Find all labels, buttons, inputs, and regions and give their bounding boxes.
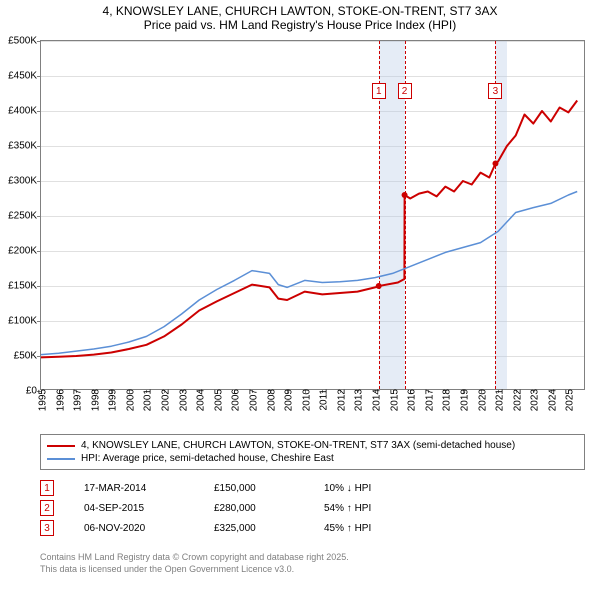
y-axis-label: £100K [8,316,41,327]
event-date: 17-MAR-2014 [84,483,214,494]
event-row: 3 06-NOV-2020£325,00045% ↑ HPI [40,518,424,538]
legend-label: 4, KNOWSLEY LANE, CHURCH LAWTON, STOKE-O… [81,440,515,451]
x-axis-label: 2015 [385,389,400,411]
sale-point [376,283,382,289]
x-axis-label: 2022 [508,389,523,411]
event-row: 2 04-SEP-2015£280,00054% ↑ HPI [40,498,424,518]
y-axis-label: £50K [14,351,41,362]
x-axis-label: 2020 [473,389,488,411]
event-price: £325,000 [214,523,324,534]
event-row: 1 17-MAR-2014£150,00010% ↓ HPI [40,478,424,498]
x-axis-label: 2008 [262,389,277,411]
x-axis-label: 2000 [121,389,136,411]
y-axis-label: £450K [8,71,41,82]
event-date: 04-SEP-2015 [84,503,214,514]
event-diff: 54% ↑ HPI [324,503,424,514]
series-hpi [41,192,577,355]
x-axis-label: 2013 [350,389,365,411]
sale-point [492,161,498,167]
x-axis-label: 1997 [69,389,84,411]
y-axis-label: £350K [8,141,41,152]
x-axis-label: 2002 [157,389,172,411]
x-axis-label: 2003 [174,389,189,411]
x-axis-label: 1995 [34,389,49,411]
legend-item: HPI: Average price, semi-detached house,… [47,452,578,465]
x-axis-label: 2019 [455,389,470,411]
x-axis-label: 1996 [51,389,66,411]
x-axis-label: 2023 [526,389,541,411]
event-index: 1 [40,480,54,496]
y-axis-label: £400K [8,106,41,117]
legend-swatch [47,445,75,447]
event-diff: 10% ↓ HPI [324,483,424,494]
legend-item: 4, KNOWSLEY LANE, CHURCH LAWTON, STOKE-O… [47,439,578,452]
chart-plot-area: £0£50K£100K£150K£200K£250K£300K£350K£400… [40,40,585,390]
y-axis-label: £500K [8,36,41,47]
x-axis-label: 2006 [227,389,242,411]
x-axis-label: 2025 [561,389,576,411]
series-price-paid [41,101,577,358]
chart-title-line1: 4, KNOWSLEY LANE, CHURCH LAWTON, STOKE-O… [0,0,600,18]
x-axis-label: 2018 [438,389,453,411]
legend-swatch [47,458,75,460]
y-axis-label: £300K [8,176,41,187]
y-axis-label: £200K [8,246,41,257]
event-price: £280,000 [214,503,324,514]
sale-point [402,192,408,198]
legend: 4, KNOWSLEY LANE, CHURCH LAWTON, STOKE-O… [40,434,585,470]
x-axis-label: 2005 [209,389,224,411]
x-axis-label: 2017 [420,389,435,411]
x-axis-label: 2014 [368,389,383,411]
footnote-line1: Contains HM Land Registry data © Crown c… [40,552,349,564]
y-axis-label: £150K [8,281,41,292]
x-axis-label: 2009 [280,389,295,411]
event-price: £150,000 [214,483,324,494]
legend-label: HPI: Average price, semi-detached house,… [81,453,334,464]
event-diff: 45% ↑ HPI [324,523,424,534]
x-axis-label: 1999 [104,389,119,411]
event-index: 3 [40,520,54,536]
x-axis-label: 1998 [86,389,101,411]
y-axis-label: £250K [8,211,41,222]
footnote-line2: This data is licensed under the Open Gov… [40,564,349,576]
x-axis-label: 2007 [244,389,259,411]
chart-title-line2: Price paid vs. HM Land Registry's House … [0,18,600,32]
events-table: 1 17-MAR-2014£150,00010% ↓ HPI 2 04-SEP-201… [40,478,424,538]
x-axis-label: 2010 [297,389,312,411]
x-axis-label: 2021 [491,389,506,411]
event-date: 06-NOV-2020 [84,523,214,534]
footnote: Contains HM Land Registry data © Crown c… [40,552,349,575]
x-axis-label: 2001 [139,389,154,411]
x-axis-label: 2012 [332,389,347,411]
x-axis-label: 2004 [192,389,207,411]
x-axis-label: 2011 [315,389,330,411]
x-axis-label: 2024 [543,389,558,411]
event-index: 2 [40,500,54,516]
x-axis-label: 2016 [403,389,418,411]
